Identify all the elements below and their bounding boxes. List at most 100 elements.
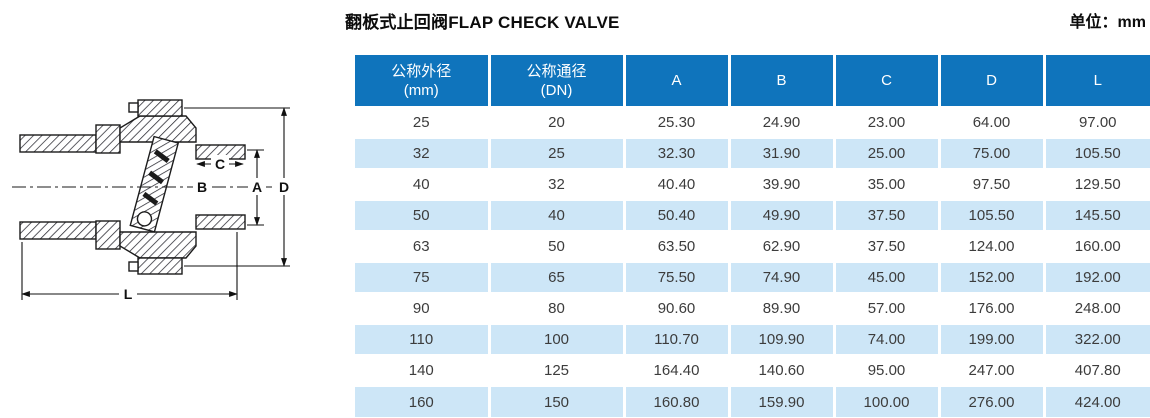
table-cell: 25 <box>355 106 489 138</box>
right-socket-bottom-wall <box>195 214 246 230</box>
table-cell: 124.00 <box>937 230 1044 262</box>
table-cell: 160.80 <box>622 385 729 417</box>
table-cell: 247.00 <box>937 354 1044 386</box>
table-cell: 40.40 <box>622 168 729 200</box>
table-cell: 80 <box>487 292 624 324</box>
table-cell: 40 <box>487 199 624 231</box>
table-cell: 65 <box>487 261 624 293</box>
table-cell: 199.00 <box>937 323 1044 355</box>
table-cell: 159.90 <box>727 385 834 417</box>
col-header-b: B <box>727 55 834 107</box>
table-cell: 32 <box>355 137 489 169</box>
table-cell: 25.30 <box>622 106 729 138</box>
col-header-a: A <box>622 55 729 107</box>
dimensions-table: 公称外径 (mm) 公称通径 (DN) A B C D L 25 20 25.30 2… <box>355 55 1150 417</box>
table-row: 160 150 160.80 159.90 100.00 276.00 424.00 <box>355 385 1150 417</box>
table-row: 90 80 90.60 89.90 57.00 176.00 248.00 <box>355 292 1150 324</box>
col-header-line1: 公称外径 <box>391 62 452 80</box>
table-cell: 63.50 <box>622 230 729 262</box>
table-cell: 57.00 <box>832 292 939 324</box>
valve-cross-section-svg: C B A D L <box>12 99 293 302</box>
hinge-pin <box>136 211 153 227</box>
top-cap <box>137 99 183 117</box>
table-cell: 176.00 <box>937 292 1044 324</box>
left-socket-bottom-wall <box>19 221 97 240</box>
dimension-label-backplates <box>119 155 293 302</box>
table-cell: 40 <box>355 168 489 200</box>
table-cell: 24.90 <box>727 106 834 138</box>
table-cell: 152.00 <box>937 261 1044 293</box>
col-header-c: C <box>832 55 939 107</box>
table-cell: 39.90 <box>727 168 834 200</box>
table-cell: 140.60 <box>727 354 834 386</box>
table-cell: 50 <box>487 230 624 262</box>
bottom-cap <box>137 257 183 275</box>
col-header-d: D <box>937 55 1044 107</box>
table-cell: 32 <box>487 168 624 200</box>
table-cell: 97.50 <box>937 168 1044 200</box>
table-cell: 140 <box>355 354 489 386</box>
union-nut-top <box>95 124 121 154</box>
table-cell: 50 <box>355 199 489 231</box>
table-cell: 110 <box>355 323 489 355</box>
table-cell: 74.00 <box>832 323 939 355</box>
table-cell: 105.50 <box>937 199 1044 231</box>
table-cell: 75 <box>355 261 489 293</box>
table-cell: 31.90 <box>727 137 834 169</box>
table-cell: 89.90 <box>727 292 834 324</box>
dim-label-b: B <box>197 179 207 195</box>
table-cell: 74.90 <box>727 261 834 293</box>
dimension-labels: C B A D L <box>124 156 289 302</box>
table-cell: 100.00 <box>832 385 939 417</box>
table-cell: 105.50 <box>1042 137 1150 169</box>
table-cell: 37.50 <box>832 230 939 262</box>
table-cell: 192.00 <box>1042 261 1150 293</box>
body-bottom-wall <box>119 231 197 259</box>
table-cell: 23.00 <box>832 106 939 138</box>
table-cell: 322.00 <box>1042 323 1150 355</box>
body-top-wall <box>119 115 197 143</box>
dim-label-c: C <box>215 156 225 172</box>
bottom-bolt <box>128 261 139 272</box>
table-cell: 20 <box>487 106 624 138</box>
table-cell: 90.60 <box>622 292 729 324</box>
table-row: 40 32 40.40 39.90 35.00 97.50 129.50 <box>355 168 1150 200</box>
table-row: 110 100 110.70 109.90 74.00 199.00 322.00 <box>355 323 1150 355</box>
table-cell: 160.00 <box>1042 230 1150 262</box>
table-cell: 64.00 <box>937 106 1044 138</box>
table-cell: 125 <box>487 354 624 386</box>
col-header-outer-diameter: 公称外径 (mm) <box>355 55 489 107</box>
top-bolt <box>128 102 139 113</box>
table-row: 140 125 164.40 140.60 95.00 247.00 407.80 <box>355 354 1150 386</box>
table-cell: 62.90 <box>727 230 834 262</box>
col-header-line2: (mm) <box>403 81 439 99</box>
table-cell: 129.50 <box>1042 168 1150 200</box>
col-header-l: L <box>1042 55 1150 107</box>
table-cell: 75.00 <box>937 137 1044 169</box>
table-cell: 90 <box>355 292 489 324</box>
table-row: 50 40 50.40 49.90 37.50 105.50 145.50 <box>355 199 1150 231</box>
col-header-line2: (DN) <box>540 81 573 99</box>
flap-disc <box>129 135 180 233</box>
table-cell: 110.70 <box>622 323 729 355</box>
table-cell: 164.40 <box>622 354 729 386</box>
unit-label: 单位：mm <box>1069 14 1146 31</box>
table-cell: 100 <box>487 323 624 355</box>
valve-body <box>19 99 246 275</box>
table-header: 公称外径 (mm) 公称通径 (DN) A B C D L <box>355 55 1150 107</box>
table-cell: 97.00 <box>1042 106 1150 138</box>
valve-technical-drawing: C B A D L <box>0 92 345 327</box>
page-title: 翻板式止回阀FLAP CHECK VALVE <box>345 13 620 32</box>
table-cell: 35.00 <box>832 168 939 200</box>
table-cell: 45.00 <box>832 261 939 293</box>
dim-label-d: D <box>279 179 289 195</box>
table-cell: 248.00 <box>1042 292 1150 324</box>
dim-label-a: A <box>252 179 262 195</box>
table-row: 32 25 32.30 31.90 25.00 75.00 105.50 <box>355 137 1150 169</box>
table-cell: 407.80 <box>1042 354 1150 386</box>
table-cell: 25.00 <box>832 137 939 169</box>
table-cell: 49.90 <box>727 199 834 231</box>
table-cell: 145.50 <box>1042 199 1150 231</box>
table-cell: 25 <box>487 137 624 169</box>
table-cell: 95.00 <box>832 354 939 386</box>
